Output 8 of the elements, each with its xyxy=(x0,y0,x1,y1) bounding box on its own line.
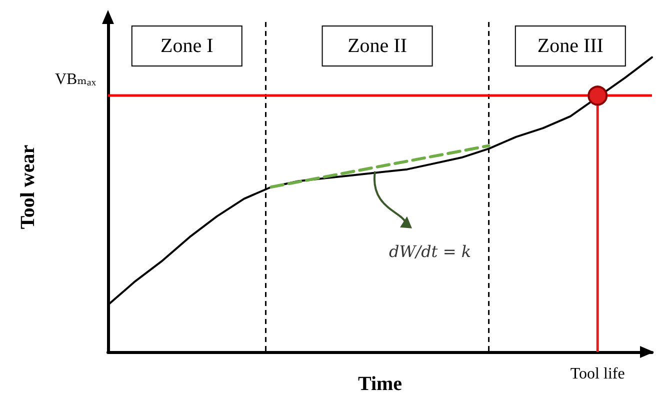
text: Zone II xyxy=(348,35,407,57)
text: Zone I xyxy=(160,35,214,57)
y-axis-title: Tool wear xyxy=(17,144,39,230)
ref-line-label: VBₘₐₓ xyxy=(54,71,96,88)
text: Tool life xyxy=(570,366,625,382)
annotation: dW/dt = k xyxy=(388,242,472,261)
text: Zone III xyxy=(537,35,604,57)
x-axis-title: Time xyxy=(358,373,402,395)
